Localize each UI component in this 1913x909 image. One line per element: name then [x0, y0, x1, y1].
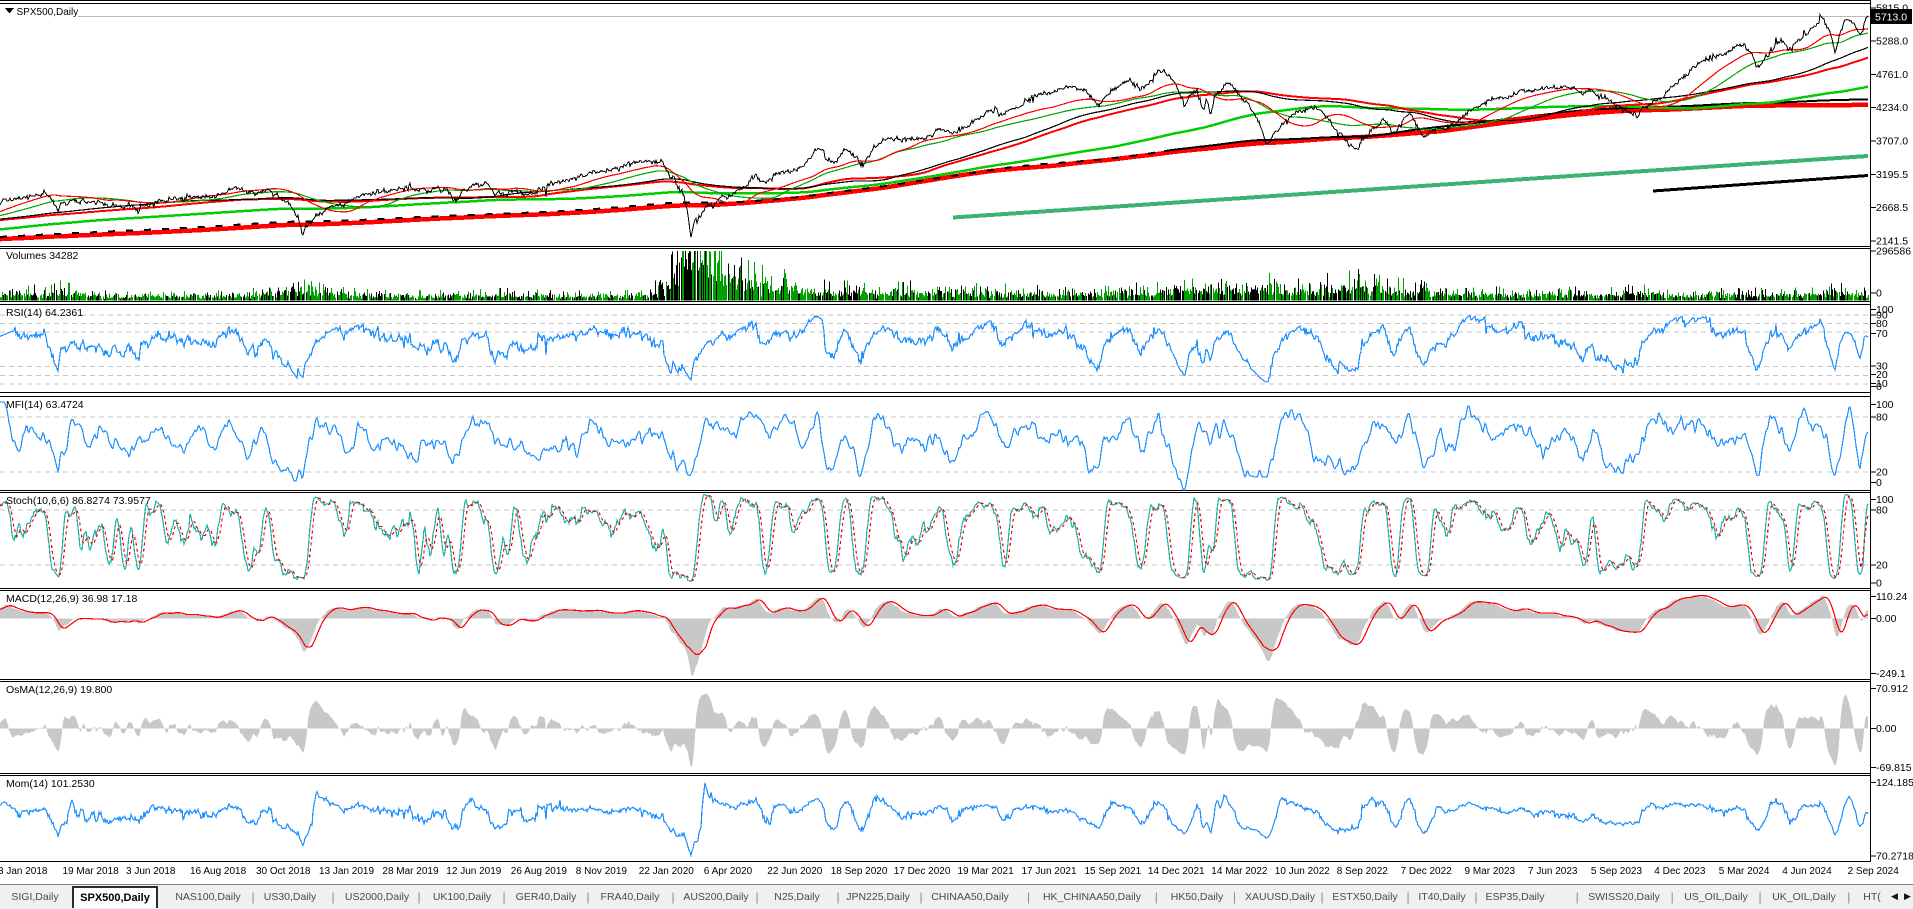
- svg-text:22 Jun 2020: 22 Jun 2020: [767, 866, 822, 877]
- svg-text:13 Jan 2019: 13 Jan 2019: [319, 866, 374, 877]
- svg-text:2 Sep 2024: 2 Sep 2024: [1848, 866, 1900, 877]
- svg-text:0.00: 0.00: [1876, 613, 1897, 625]
- svg-text:7 Dec 2022: 7 Dec 2022: [1401, 866, 1453, 877]
- svg-text:SPX500,Daily: SPX500,Daily: [17, 7, 79, 18]
- svg-text:14 Dec 2021: 14 Dec 2021: [1148, 866, 1205, 877]
- svg-text:100: 100: [1876, 494, 1894, 506]
- svg-text:17 Dec 2020: 17 Dec 2020: [894, 866, 951, 877]
- svg-text:30 Oct 2018: 30 Oct 2018: [256, 866, 311, 877]
- svg-text:4761.0: 4761.0: [1876, 69, 1908, 81]
- svg-text:10 Jun 2022: 10 Jun 2022: [1275, 866, 1330, 877]
- svg-text:8 Nov 2019: 8 Nov 2019: [576, 866, 628, 877]
- svg-text:26 Aug 2019: 26 Aug 2019: [511, 866, 568, 877]
- svg-text:296586: 296586: [1876, 246, 1911, 258]
- svg-text:18 Sep 2020: 18 Sep 2020: [831, 866, 888, 877]
- svg-text:90: 90: [1876, 310, 1888, 322]
- svg-text:20: 20: [1876, 560, 1888, 572]
- svg-text:0: 0: [1876, 577, 1882, 589]
- svg-text:30: 30: [1876, 360, 1888, 372]
- svg-text:5 Sep 2023: 5 Sep 2023: [1591, 866, 1643, 877]
- svg-text:4234.0: 4234.0: [1876, 102, 1908, 114]
- svg-text:0.00: 0.00: [1876, 723, 1897, 735]
- svg-text:17 Jun 2021: 17 Jun 2021: [1022, 866, 1077, 877]
- svg-text:5288.0: 5288.0: [1876, 36, 1908, 48]
- svg-text:19 Mar 2021: 19 Mar 2021: [958, 866, 1015, 877]
- svg-text:MFI(14) 63.4724: MFI(14) 63.4724: [6, 399, 84, 411]
- svg-text:15 Sep 2021: 15 Sep 2021: [1085, 866, 1142, 877]
- svg-text:4 Jun 2024: 4 Jun 2024: [1782, 866, 1832, 877]
- svg-text:2141.5: 2141.5: [1876, 235, 1908, 247]
- svg-text:5 Mar 2024: 5 Mar 2024: [1719, 866, 1770, 877]
- svg-text:4 Dec 2023: 4 Dec 2023: [1654, 866, 1706, 877]
- svg-text:70: 70: [1876, 328, 1888, 340]
- svg-text:MACD(12,26,9) 36.98 17.18: MACD(12,26,9) 36.98 17.18: [6, 593, 137, 605]
- svg-text:10: 10: [1876, 378, 1888, 390]
- svg-text:-69.815: -69.815: [1876, 762, 1912, 774]
- svg-text:5713.0: 5713.0: [1875, 12, 1907, 24]
- svg-text:-249.1: -249.1: [1876, 668, 1906, 680]
- svg-text:22 Jan 2020: 22 Jan 2020: [639, 866, 694, 877]
- svg-text:20: 20: [1876, 369, 1888, 381]
- svg-text:OsMA(12,26,9) 19.800: OsMA(12,26,9) 19.800: [6, 684, 112, 696]
- svg-text:Mom(14) 101.2530: Mom(14) 101.2530: [6, 778, 95, 790]
- svg-text:20: 20: [1876, 466, 1888, 478]
- svg-text:3 Jan 2018: 3 Jan 2018: [0, 866, 48, 877]
- svg-text:Volumes 34282: Volumes 34282: [6, 250, 79, 262]
- svg-text:12 Jun 2019: 12 Jun 2019: [446, 866, 501, 877]
- svg-text:9 Mar 2023: 9 Mar 2023: [1465, 866, 1516, 877]
- svg-text:70.912: 70.912: [1876, 683, 1908, 695]
- svg-text:70.2718: 70.2718: [1876, 850, 1913, 862]
- svg-text:80: 80: [1876, 318, 1888, 330]
- svg-text:0: 0: [1876, 288, 1882, 300]
- svg-text:3195.5: 3195.5: [1876, 169, 1908, 181]
- svg-text:0: 0: [1876, 477, 1882, 489]
- svg-text:7 Jun 2023: 7 Jun 2023: [1528, 866, 1578, 877]
- svg-text:16 Aug 2018: 16 Aug 2018: [190, 866, 247, 877]
- svg-text:3707.0: 3707.0: [1876, 136, 1908, 148]
- svg-text:19 Mar 2018: 19 Mar 2018: [63, 866, 120, 877]
- svg-text:6 Apr 2020: 6 Apr 2020: [704, 866, 753, 877]
- svg-text:110.24: 110.24: [1876, 591, 1907, 603]
- svg-text:100: 100: [1876, 304, 1894, 316]
- svg-text:28 Mar 2019: 28 Mar 2019: [382, 866, 439, 877]
- svg-text:80: 80: [1876, 411, 1888, 423]
- svg-text:14 Mar 2022: 14 Mar 2022: [1211, 866, 1268, 877]
- svg-text:RSI(14) 64.2361: RSI(14) 64.2361: [6, 307, 83, 319]
- svg-text:3 Jun 2018: 3 Jun 2018: [126, 866, 176, 877]
- svg-text:8 Sep 2022: 8 Sep 2022: [1337, 866, 1389, 877]
- svg-text:124.1859: 124.1859: [1876, 777, 1913, 789]
- svg-text:100: 100: [1876, 399, 1894, 411]
- svg-text:2668.5: 2668.5: [1876, 202, 1908, 214]
- svg-text:Stoch(10,6,6) 86.8274 73.9577: Stoch(10,6,6) 86.8274 73.9577: [6, 495, 151, 507]
- svg-text:80: 80: [1876, 505, 1888, 517]
- svg-text:0: 0: [1876, 381, 1882, 393]
